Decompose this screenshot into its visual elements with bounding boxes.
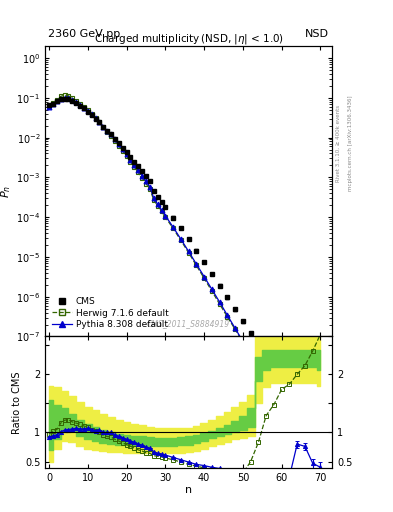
Text: mcplots.cern.ch [arXiv:1306.3436]: mcplots.cern.ch [arXiv:1306.3436] [348,96,353,191]
Legend: CMS, Herwig 7.1.6 default, Pythia 8.308 default: CMS, Herwig 7.1.6 default, Pythia 8.308 … [50,294,171,332]
Title: Charged multiplicity$\,$(NSD, $|η|$ < 1.0): Charged multiplicity$\,$(NSD, $|η|$ < 1.… [94,32,284,46]
X-axis label: n: n [185,485,192,495]
Y-axis label: Ratio to CMS: Ratio to CMS [12,371,22,434]
Text: CMS_2011_S8884919: CMS_2011_S8884919 [147,319,230,328]
Y-axis label: $P_n$: $P_n$ [0,185,13,198]
Text: Rivet 3.1.10, ≥ 400k events: Rivet 3.1.10, ≥ 400k events [336,105,341,182]
Text: 2360 GeV pp: 2360 GeV pp [48,29,120,39]
Text: NSD: NSD [305,29,329,39]
